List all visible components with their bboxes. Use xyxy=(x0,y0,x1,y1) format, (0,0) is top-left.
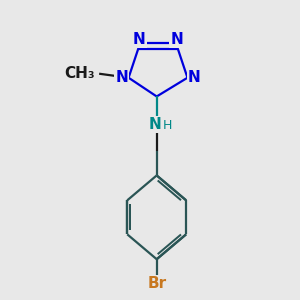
Text: CH₃: CH₃ xyxy=(64,66,95,81)
Text: N: N xyxy=(133,32,146,47)
Text: N: N xyxy=(116,70,128,85)
Text: N: N xyxy=(170,32,183,47)
Text: N: N xyxy=(148,117,161,132)
Text: H: H xyxy=(163,119,172,132)
Text: N: N xyxy=(188,70,200,85)
Text: Br: Br xyxy=(147,276,166,291)
